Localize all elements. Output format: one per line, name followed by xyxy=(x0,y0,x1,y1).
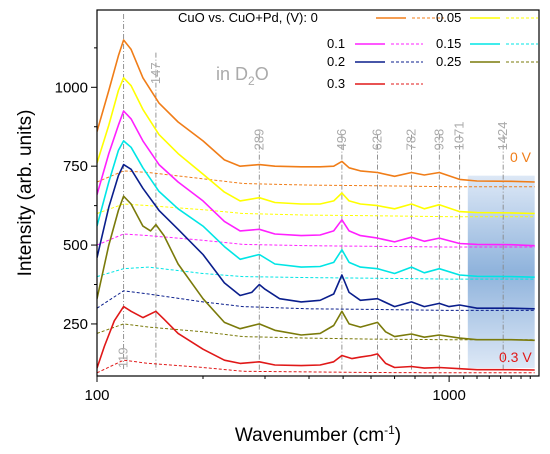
series-dashed-0.15 xyxy=(97,266,535,280)
y-tick-label: 1000 xyxy=(55,79,88,96)
bottom-voltage-label: 0.3 V xyxy=(499,349,532,365)
peak-label: 147 xyxy=(148,62,163,84)
series-dashed-0.25 xyxy=(97,323,535,341)
x-axis-title: Wavenumber (cm-1) xyxy=(235,423,401,446)
peak-label: 626 xyxy=(369,129,384,151)
peak-lines: 119 147 289 496 626 782 938 1071 1424 xyxy=(116,14,510,370)
y-tick-label: 500 xyxy=(63,237,88,254)
x-tick-label: 1000 xyxy=(432,387,465,404)
medium-annotation: in D2O xyxy=(216,64,269,88)
legend-label: 0.1 xyxy=(327,36,345,51)
peak-label: 782 xyxy=(404,129,419,151)
peak-label: 1424 xyxy=(495,121,510,150)
y-tick-label: 250 xyxy=(63,316,88,333)
peak-label: 1071 xyxy=(452,121,467,150)
x-tick-label: 100 xyxy=(84,387,109,404)
peak-label: 119 xyxy=(116,347,131,368)
series-lines xyxy=(97,39,535,374)
legend-title: CuO vs. CuO+Pd, (V): 0 xyxy=(178,10,318,25)
series-solid-0.25 xyxy=(97,195,535,342)
series-solid-0.2 xyxy=(97,163,535,310)
y-tick-label: 750 xyxy=(63,158,88,175)
series-dashed-0.2 xyxy=(97,290,535,311)
axis-ticks: 250 500 750 1000 100 1000 xyxy=(55,47,531,404)
legend: 0.05 0.1 0.15 0.2 0.25 0.3 xyxy=(327,10,538,91)
top-voltage-label: 0 V xyxy=(510,149,532,165)
series-dashed-0.3 xyxy=(97,359,535,374)
legend-label: 0.3 xyxy=(327,76,345,91)
shaded-region xyxy=(467,175,535,369)
series-dashed-0.1 xyxy=(97,233,535,248)
legend-label: 0.15 xyxy=(436,36,461,51)
peak-label: 289 xyxy=(251,129,266,151)
y-axis-title: Intensity (arb. units) xyxy=(15,110,36,277)
legend-label: 0.05 xyxy=(436,10,461,25)
peak-label: 938 xyxy=(431,129,446,151)
legend-label: 0.2 xyxy=(327,54,345,69)
series-solid-0.05 xyxy=(97,77,535,215)
series-solid-0.15 xyxy=(97,140,535,278)
plot-frame xyxy=(96,9,540,377)
legend-label: 0.25 xyxy=(436,54,461,69)
series-solid-0.1 xyxy=(97,110,535,247)
peak-label: 496 xyxy=(334,129,349,151)
series-solid-0.3 xyxy=(97,305,535,371)
series-solid-0 xyxy=(97,39,535,183)
